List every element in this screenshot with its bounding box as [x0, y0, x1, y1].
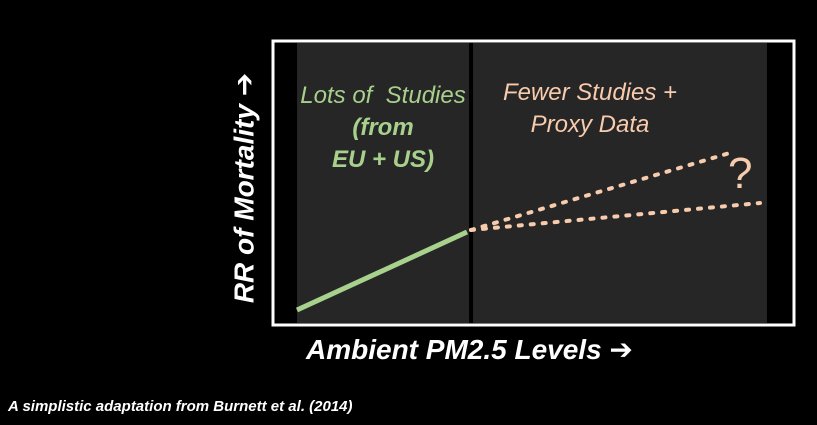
well-studied-region — [297, 43, 469, 323]
sparse-data-region-label: Fewer Studies + Proxy Data — [480, 77, 700, 141]
uncertainty-question-mark: ? — [728, 149, 753, 198]
source-caption: A simplistic adaptation from Burnett et … — [8, 398, 353, 415]
sparse-data-label-line-1: Fewer Studies + — [502, 79, 678, 106]
uncertain-upper-line — [469, 150, 735, 232]
well-studied-region-label: Lots of Studies (from EU + US) — [283, 80, 483, 176]
well-studied-label-line-1: Lots of Studies — [300, 82, 466, 109]
sparse-data-region — [473, 43, 767, 323]
uncertain-lower-line — [469, 201, 762, 232]
y-axis-label: RR of Mortality ➔ — [228, 72, 260, 304]
well-studied-label-line-3: EU + US) — [331, 146, 435, 173]
well-studied-trend-line — [295, 229, 469, 313]
sparse-data-label-line-2: Proxy Data — [530, 111, 650, 138]
x-axis-label: Ambient PM2.5 Levels ➔ — [306, 334, 633, 365]
well-studied-label-line-2: (from — [352, 114, 414, 141]
